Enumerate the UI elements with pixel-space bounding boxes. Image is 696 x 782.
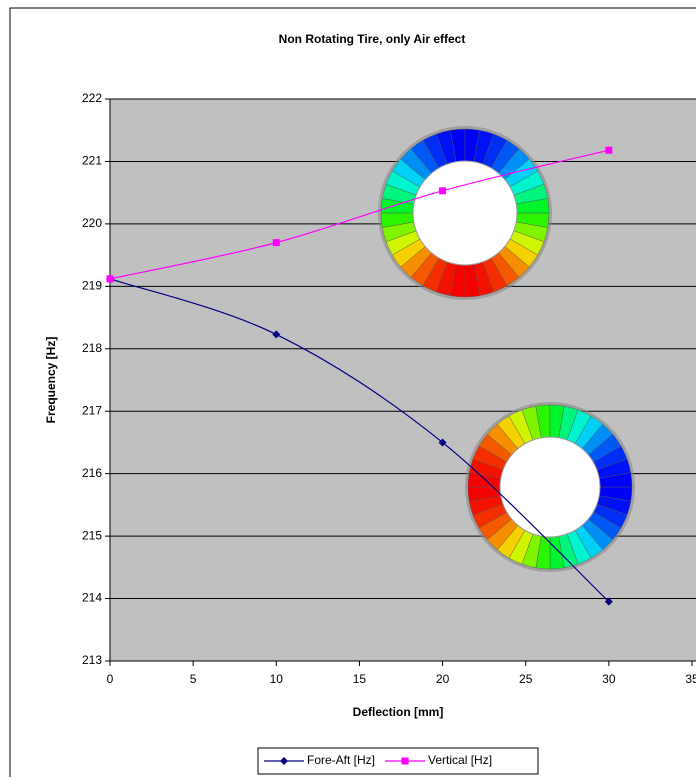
legend-label: Vertical [Hz]: [428, 753, 492, 767]
y-tick-label: 222: [82, 91, 102, 105]
y-tick-label: 221: [82, 154, 102, 168]
legend-label: Fore-Aft [Hz]: [307, 753, 375, 767]
legend-marker: [402, 758, 409, 765]
y-tick-label: 215: [82, 528, 102, 542]
y-axis-title: Frequency [Hz]: [44, 337, 58, 424]
y-tick-label: 220: [82, 216, 102, 230]
x-tick-label: 25: [519, 672, 533, 686]
y-tick-label: 214: [82, 591, 102, 605]
chart-title: Non Rotating Tire, only Air effect: [279, 32, 466, 46]
data-point: [439, 187, 446, 194]
x-axis-title: Deflection [mm]: [353, 705, 444, 719]
x-tick-label: 5: [190, 672, 197, 686]
data-point: [273, 239, 280, 246]
y-tick-label: 216: [82, 466, 102, 480]
data-point: [107, 275, 114, 282]
y-tick-label: 218: [82, 341, 102, 355]
x-tick-label: 20: [436, 672, 450, 686]
tire-hole: [500, 437, 600, 537]
x-tick-label: 0: [107, 672, 114, 686]
x-tick-label: 30: [602, 672, 616, 686]
tire-hole: [413, 161, 517, 265]
y-tick-label: 213: [82, 653, 102, 667]
y-tick-label: 217: [82, 403, 102, 417]
chart: Non Rotating Tire, only Air effect Defle…: [0, 0, 696, 777]
x-tick-label: 35: [685, 672, 696, 686]
x-tick-label: 10: [270, 672, 284, 686]
x-tick-label: 15: [353, 672, 367, 686]
y-tick-label: 219: [82, 279, 102, 293]
data-point: [605, 147, 612, 154]
